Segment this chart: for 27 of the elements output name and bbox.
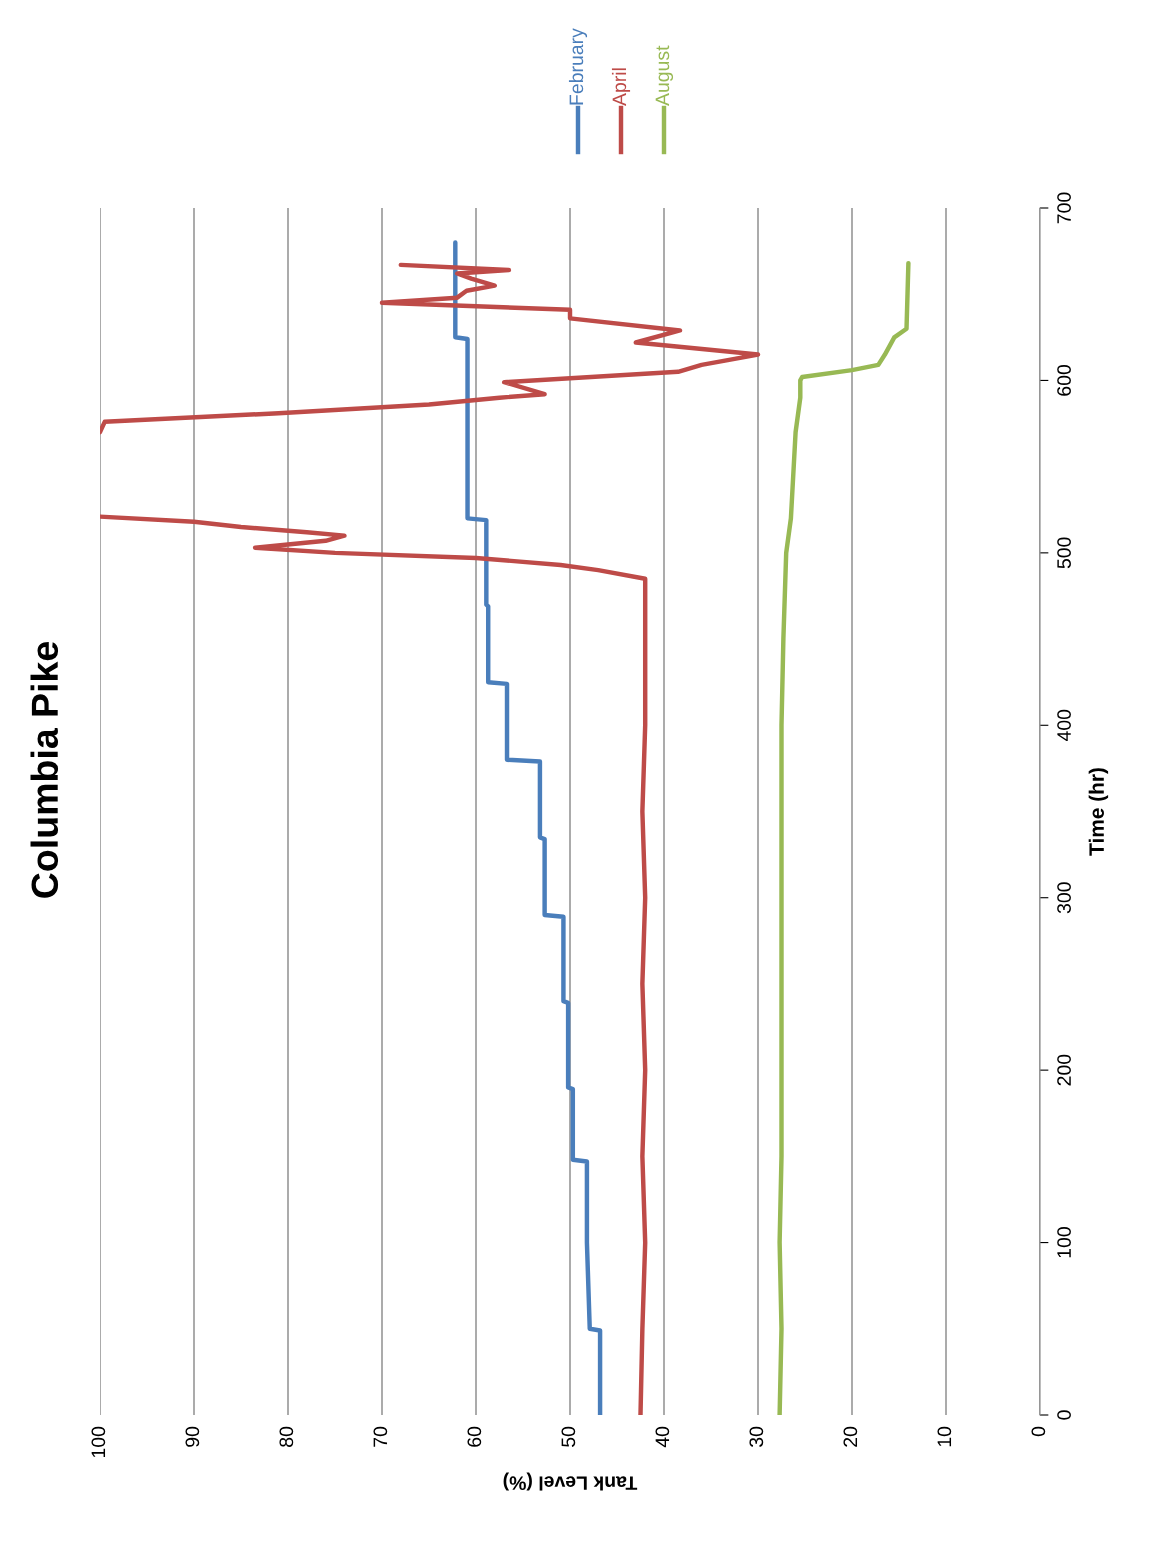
y-tick-label: 600 [1057, 364, 1071, 396]
x-tick-label: 60 [467, 1426, 482, 1447]
x-tick-label: 70 [373, 1426, 388, 1447]
y-tick-label: 300 [1057, 882, 1071, 914]
x-axis-title: Tank Level (%) [503, 1472, 638, 1491]
x-tick-label: 100 [91, 1426, 106, 1458]
y-tick-label: 400 [1057, 709, 1071, 742]
x-tick-label: 50 [561, 1426, 576, 1447]
text: April [611, 68, 631, 106]
text: Columbia Pike [30, 642, 59, 898]
text: August [655, 45, 674, 106]
y-axis-title: Time (hr) [1088, 768, 1109, 856]
text: February [568, 28, 588, 105]
x-tick-label: 20 [843, 1426, 858, 1447]
y-tick-label: 0 [1057, 1410, 1071, 1420]
x-tick-label: 40 [655, 1426, 670, 1448]
x-tick-label: 10 [937, 1426, 952, 1447]
x-tick-label: 80 [279, 1426, 294, 1447]
x-tick-label: 30 [749, 1426, 764, 1447]
x-tick-label: 90 [185, 1426, 200, 1447]
line-series [453, 240, 603, 1415]
y-tick-label: 500 [1057, 537, 1071, 569]
y-tick-label: 700 [1057, 192, 1071, 224]
line-series [777, 260, 911, 1415]
y-tick-label: 200 [1057, 1054, 1071, 1086]
x-tick-label: 0 [1031, 1426, 1046, 1437]
y-tick-label: 100 [1057, 1227, 1071, 1258]
